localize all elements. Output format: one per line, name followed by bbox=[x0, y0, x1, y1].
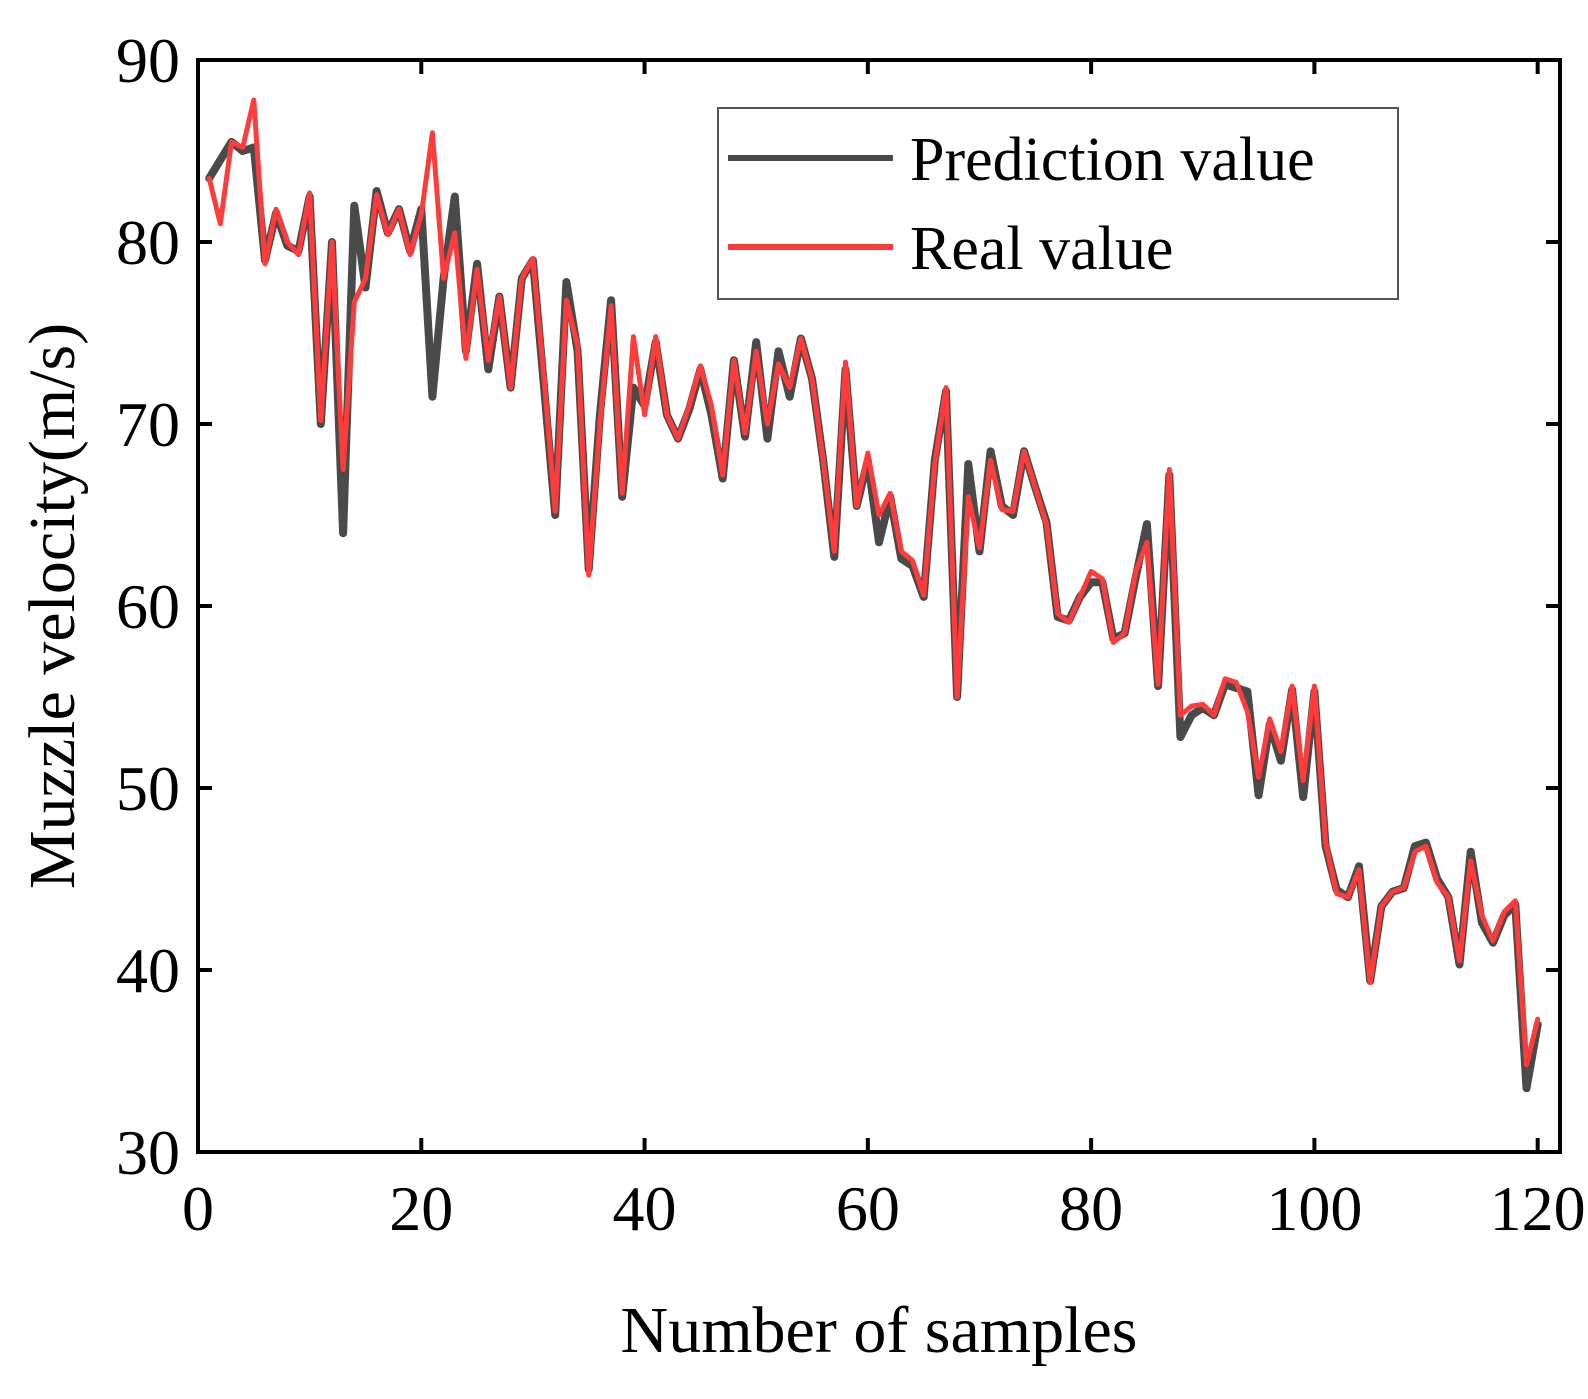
x-tick-label: 120 bbox=[1490, 1173, 1586, 1244]
legend: Prediction value Real value bbox=[717, 107, 1399, 300]
x-tick-label: 100 bbox=[1266, 1173, 1362, 1244]
x-tick-label: 60 bbox=[836, 1173, 900, 1244]
x-axis-title: Number of samples bbox=[621, 1294, 1138, 1367]
legend-label-real: Real value bbox=[910, 215, 1173, 283]
x-tick-label: 40 bbox=[613, 1173, 677, 1244]
y-axis-title: Muzzle velocity(m/s) bbox=[16, 323, 89, 889]
series-line-real bbox=[206, 97, 1541, 1068]
x-tick-label: 20 bbox=[389, 1173, 453, 1244]
y-tick-label: 80 bbox=[116, 207, 180, 278]
y-tick-label: 30 bbox=[116, 1117, 180, 1188]
legend-label-prediction: Prediction value bbox=[910, 126, 1315, 194]
y-tick-label: 50 bbox=[116, 753, 180, 824]
y-tick-label: 70 bbox=[116, 389, 180, 460]
legend-box bbox=[717, 107, 1399, 300]
x-tick-label: 0 bbox=[182, 1173, 214, 1244]
x-tick-label: 80 bbox=[1059, 1173, 1123, 1244]
y-tick-label: 60 bbox=[116, 571, 180, 642]
y-tick-label: 90 bbox=[116, 25, 180, 96]
y-tick-label: 40 bbox=[116, 935, 180, 1006]
ticks-layer: 0 20 40 60 80 100 120 30 40 50 60 70 80 90 bbox=[116, 25, 1586, 1244]
series-layer bbox=[205, 97, 1542, 1093]
